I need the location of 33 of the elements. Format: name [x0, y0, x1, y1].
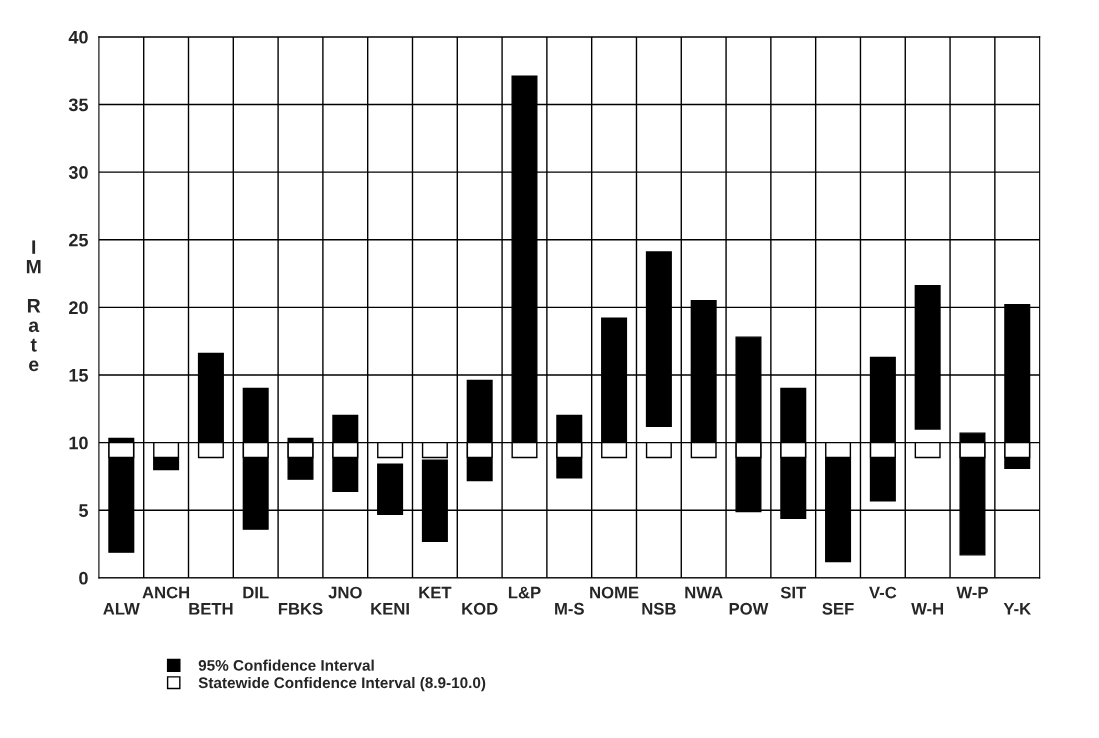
x-tick-label: KENI	[371, 603, 409, 615]
y-tick-label: 40	[68, 30, 88, 44]
x-tick-label: JNO	[328, 586, 362, 599]
x-tick-label: BETH	[189, 603, 233, 615]
y-tick-label: 10	[69, 436, 88, 450]
y-tick-label: 15	[69, 369, 88, 382]
x-tick-label: L&P	[508, 586, 541, 599]
x-tick-label: FBKS	[278, 602, 323, 615]
x-tick-label: POW	[729, 602, 769, 615]
x-tick-label: ALW	[103, 603, 140, 615]
x-tick-label: DIL	[243, 586, 269, 599]
y-tick-label: 0	[79, 571, 88, 585]
x-tick-label: NSB	[642, 602, 676, 615]
x-tick-label: NWA	[685, 586, 723, 599]
x-tick-label: KET	[419, 586, 452, 599]
x-tick-label: W-H	[911, 603, 944, 615]
text: IM Rate	[26, 240, 41, 372]
x-tick-label: ANCH	[142, 586, 190, 599]
y-tick-label: 25	[69, 233, 88, 247]
y-tick-label: 20	[69, 301, 88, 315]
x-tick-label: V-C	[869, 586, 897, 599]
x-tick-label: KOD	[462, 602, 498, 615]
x-tick-label: NOME	[590, 586, 639, 599]
x-tick-label: Y-K	[1003, 603, 1031, 615]
x-tick-label: M-S	[555, 602, 584, 615]
y-tick-label: 30	[68, 166, 88, 179]
x-tick-label: SIT	[780, 586, 807, 599]
x-tick-label: W-P	[956, 586, 988, 599]
legend-label: Statewide Confidence Interval (8.9-10.0)	[198, 676, 486, 692]
y-tick-label: 5	[79, 504, 88, 517]
y-tick-label: 35	[68, 98, 88, 112]
x-tick-label: SEF	[822, 602, 854, 615]
legend-label: 95% Confidence Interval	[198, 659, 374, 671]
